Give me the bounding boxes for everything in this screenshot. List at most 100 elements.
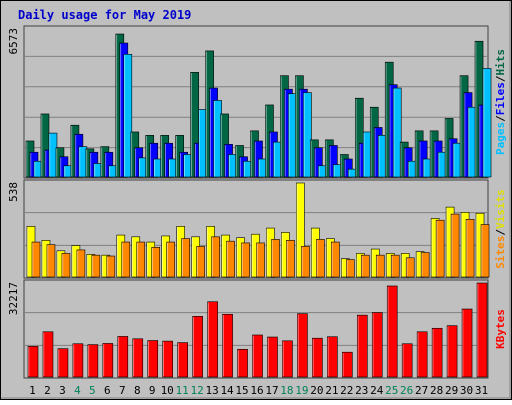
bar-kbytes (267, 336, 278, 378)
day-label: 29 (445, 384, 458, 397)
bar-kbytes (476, 282, 488, 378)
day-label: 12 (191, 384, 204, 397)
bar-sites (121, 241, 131, 278)
day-label: 9 (149, 384, 156, 397)
panel-hits-files-pages (23, 25, 492, 179)
bar-kbytes (192, 316, 203, 378)
bar-kbytes (72, 343, 84, 378)
bar-kbytes (312, 337, 323, 378)
bar-kbytes (416, 331, 428, 378)
panel-kbytes (23, 279, 489, 379)
bar-sites (420, 252, 430, 278)
bar-kbytes (431, 327, 443, 378)
day-label: 25 (385, 384, 398, 397)
bar-sites (181, 238, 190, 278)
bar-sites (76, 249, 86, 278)
bar-sites (136, 241, 146, 278)
bar-pages (123, 53, 133, 178)
bar-kbytes (401, 343, 413, 378)
bar-visits (296, 182, 305, 278)
bar-sites (271, 239, 280, 278)
bar-sites (375, 254, 385, 278)
bar-kbytes (297, 313, 308, 378)
day-label: 7 (119, 384, 126, 397)
bar-sites (435, 219, 445, 278)
bar-kbytes (282, 340, 293, 378)
legend-sites-visits: Sites/Visits (494, 189, 507, 269)
bar-sites (61, 253, 71, 278)
legend-pages-files-hits: Pages/Files/Hits (494, 49, 507, 155)
day-label: 11 (176, 384, 189, 397)
ymax-label-visits: 538 (7, 182, 20, 202)
day-label: 8 (134, 384, 141, 397)
bar-kbytes (327, 336, 338, 378)
bar-sites (31, 241, 41, 278)
day-label: 21 (325, 384, 338, 397)
day-label: 31 (475, 384, 488, 397)
day-label: 27 (415, 384, 428, 397)
x-axis-day-labels: 1 2 3 4 5 6 7 8 9 10 11 12 13 14 15 16 17 18 19 20 21 22 23 24 2… (29, 384, 488, 397)
bar-kbytes (27, 346, 39, 378)
legend-separator: / (494, 229, 507, 236)
legend-kbytes: KBytes (494, 309, 507, 349)
day-label: 4 (74, 384, 81, 397)
day-label: 28 (430, 384, 443, 397)
bar-sites (196, 246, 205, 278)
bar-sites (241, 242, 250, 278)
bar-kbytes (371, 312, 383, 378)
day-label: 5 (89, 384, 96, 397)
day-label: 13 (205, 384, 218, 397)
day-label: 30 (460, 384, 473, 397)
legend-visits: Visits (494, 189, 507, 229)
day-label: 24 (370, 384, 384, 397)
bar-kbytes (117, 336, 129, 378)
day-label: 15 (235, 384, 248, 397)
bar-sites (316, 239, 325, 278)
bar-kbytes (87, 344, 99, 378)
bar-kbytes (252, 334, 263, 378)
bar-kbytes (237, 348, 248, 378)
bar-sites (46, 244, 56, 278)
bar-kbytes (446, 325, 458, 378)
bar-kbytes (132, 338, 144, 378)
bar-sites (360, 254, 370, 278)
day-label: 3 (59, 384, 66, 397)
day-label: 19 (295, 384, 308, 397)
bar-sites (405, 257, 415, 278)
day-label: 2 (44, 384, 51, 397)
legend-pages: Pages (494, 122, 507, 155)
bar-pages (482, 68, 492, 178)
panel-visits-sites (23, 179, 490, 279)
bar-kbytes (207, 301, 218, 378)
bar-kbytes (57, 348, 69, 378)
bar-kbytes (102, 343, 114, 378)
legend-sites: Sites (494, 236, 507, 269)
ymax-label-hits: 6573 (7, 28, 20, 55)
legend-separator: / (494, 115, 507, 122)
legend-files: Files (494, 82, 507, 115)
day-label: 16 (250, 384, 263, 397)
ymax-label-kbytes: 32217 (7, 282, 20, 315)
bar-sites (106, 255, 116, 278)
bar-sites (226, 240, 235, 278)
day-label: 10 (161, 384, 174, 397)
legend-separator: / (494, 75, 507, 82)
bar-sites (331, 241, 340, 278)
bar-kbytes (461, 308, 473, 378)
day-label: 20 (310, 384, 323, 397)
day-label: 23 (355, 384, 368, 397)
bar-kbytes (356, 314, 368, 378)
bar-kbytes (147, 340, 159, 378)
bar-kbytes (162, 340, 174, 378)
day-label: 22 (340, 384, 353, 397)
day-label: 6 (104, 384, 111, 397)
bar-kbytes (177, 342, 188, 378)
bar-sites (450, 213, 460, 278)
bar-sites (91, 254, 101, 278)
bar-sites (256, 242, 265, 278)
day-label: 17 (265, 384, 278, 397)
bar-kbytes (42, 331, 54, 378)
bar-sites (301, 246, 310, 278)
